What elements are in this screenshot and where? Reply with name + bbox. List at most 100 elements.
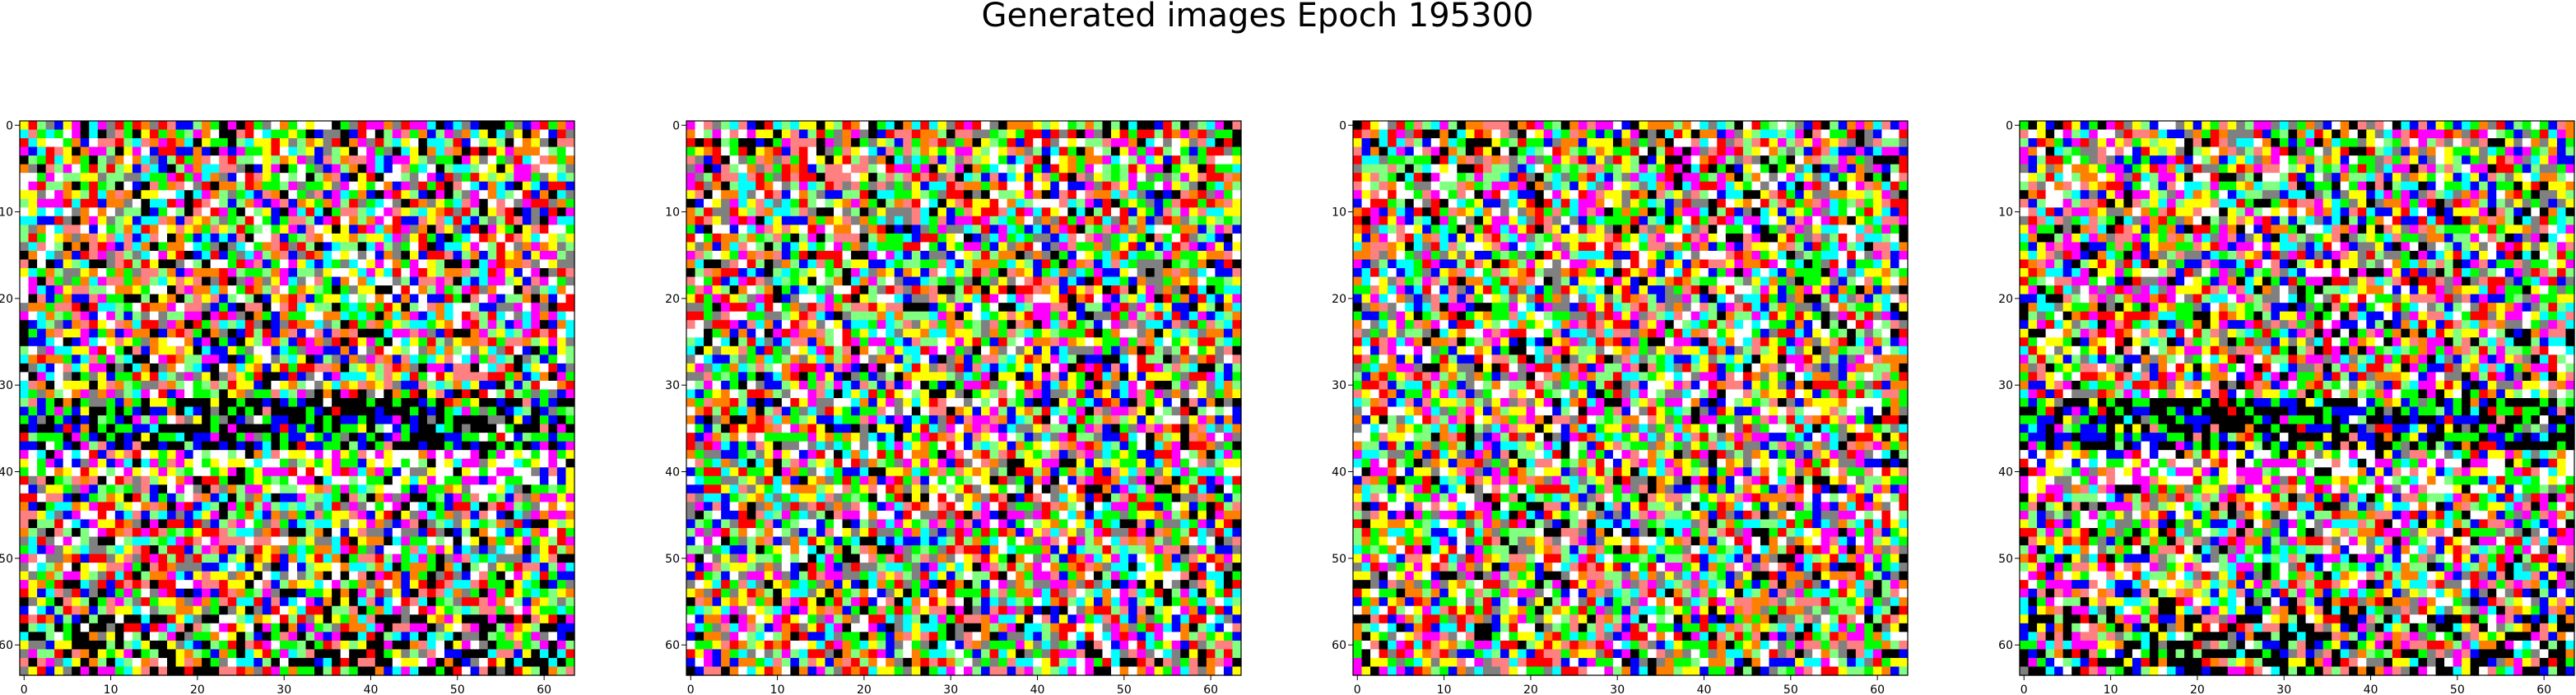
pixel-cell xyxy=(123,441,133,451)
pixel-cell xyxy=(305,563,315,572)
pixel-cell xyxy=(773,181,783,191)
pixel-cell xyxy=(210,519,220,529)
pixel-cell xyxy=(470,632,480,642)
pixel-cell xyxy=(340,510,350,521)
pixel-cell xyxy=(418,155,428,165)
pixel-cell xyxy=(1067,121,1077,131)
pixel-cell xyxy=(314,640,324,651)
pixel-cell xyxy=(158,268,168,278)
pixel-cell xyxy=(297,146,307,156)
pixel-cell xyxy=(1111,181,1121,191)
pixel-cell xyxy=(149,649,160,659)
pixel-cell xyxy=(1146,121,1155,131)
pixel-cell xyxy=(244,623,254,632)
pixel-cell xyxy=(462,146,472,156)
pixel-cell xyxy=(253,250,263,261)
pixel-cell xyxy=(323,242,332,252)
pixel-cell xyxy=(123,121,133,131)
pixel-cell xyxy=(972,233,982,243)
pixel-cell xyxy=(426,649,437,659)
pixel-cell xyxy=(514,406,523,416)
pixel-cell xyxy=(1007,121,1016,131)
pixel-cell xyxy=(1024,138,1034,148)
pixel-cell xyxy=(392,545,402,555)
pixel-cell xyxy=(37,475,47,485)
pixel-cell xyxy=(556,233,567,243)
pixel-cell xyxy=(1137,138,1146,148)
pixel-cell xyxy=(401,328,411,338)
pixel-cell xyxy=(314,563,324,572)
pixel-cell xyxy=(426,536,437,546)
pixel-cell xyxy=(202,363,212,373)
pixel-cell xyxy=(227,475,237,485)
pixel-cell xyxy=(479,545,489,555)
pixel-cell xyxy=(37,138,47,148)
pixel-cell xyxy=(886,215,895,225)
pixel-cell xyxy=(149,398,160,408)
pixel-cell xyxy=(1206,138,1216,148)
pixel-cell xyxy=(63,164,72,174)
pixel-cell xyxy=(514,588,523,598)
pixel-cell xyxy=(746,198,756,208)
pixel-cell xyxy=(72,303,81,313)
pixel-cell xyxy=(1033,155,1043,165)
pixel-cell xyxy=(1050,164,1060,174)
pixel-cell xyxy=(193,328,202,338)
pixel-cell xyxy=(227,441,237,451)
pixel-cell xyxy=(435,450,445,460)
pixel-cell xyxy=(114,225,124,234)
pixel-cell xyxy=(384,303,393,313)
pixel-cell xyxy=(210,605,220,615)
pixel-cell xyxy=(314,129,324,139)
pixel-cell xyxy=(80,138,90,148)
pixel-cell xyxy=(332,640,342,651)
pixel-cell xyxy=(219,268,229,278)
pixel-cell xyxy=(219,173,229,183)
pixel-cell xyxy=(45,294,55,303)
pixel-cell xyxy=(1085,138,1095,148)
pixel-cell xyxy=(401,597,411,607)
pixel-cell xyxy=(704,225,714,234)
pixel-cell xyxy=(123,225,133,234)
pixel-cell xyxy=(37,640,47,651)
pixel-cell xyxy=(496,666,506,676)
pixel-cell xyxy=(392,380,402,391)
pixel-cell xyxy=(496,415,506,425)
pixel-cell xyxy=(426,640,437,651)
pixel-cell xyxy=(271,155,281,165)
pixel-cell xyxy=(132,242,142,252)
pixel-cell xyxy=(366,121,376,131)
pixel-cell xyxy=(435,173,445,183)
pixel-cell xyxy=(998,225,1008,234)
pixel-cell xyxy=(253,632,263,642)
pixel-cell xyxy=(565,363,575,373)
pixel-cell xyxy=(816,198,826,208)
pixel-cell xyxy=(114,337,124,347)
pixel-cell xyxy=(20,138,30,148)
pixel-cell xyxy=(305,475,315,485)
pixel-cell xyxy=(141,380,151,391)
pixel-cell xyxy=(158,389,168,399)
pixel-cell xyxy=(453,467,463,477)
pixel-cell xyxy=(453,563,463,572)
pixel-cell xyxy=(565,215,575,225)
pixel-cell xyxy=(262,320,272,330)
pixel-cell xyxy=(1171,121,1181,131)
pixel-cell xyxy=(297,337,307,347)
pixel-cell xyxy=(37,614,47,624)
pixel-cell xyxy=(964,190,974,200)
pixel-cell xyxy=(227,510,237,521)
pixel-cell xyxy=(219,441,229,451)
pixel-cell xyxy=(184,398,194,408)
pixel-cell xyxy=(462,155,472,165)
pixel-cell xyxy=(972,121,982,131)
pixel-cell xyxy=(349,450,359,460)
pixel-cell xyxy=(746,215,756,225)
pixel-cell xyxy=(851,190,861,200)
pixel-cell xyxy=(1215,121,1225,131)
pixel-cell xyxy=(141,554,151,563)
pixel-cell xyxy=(357,311,367,321)
pixel-cell xyxy=(141,441,151,451)
pixel-cell xyxy=(1024,207,1034,217)
pixel-cell xyxy=(444,173,454,183)
